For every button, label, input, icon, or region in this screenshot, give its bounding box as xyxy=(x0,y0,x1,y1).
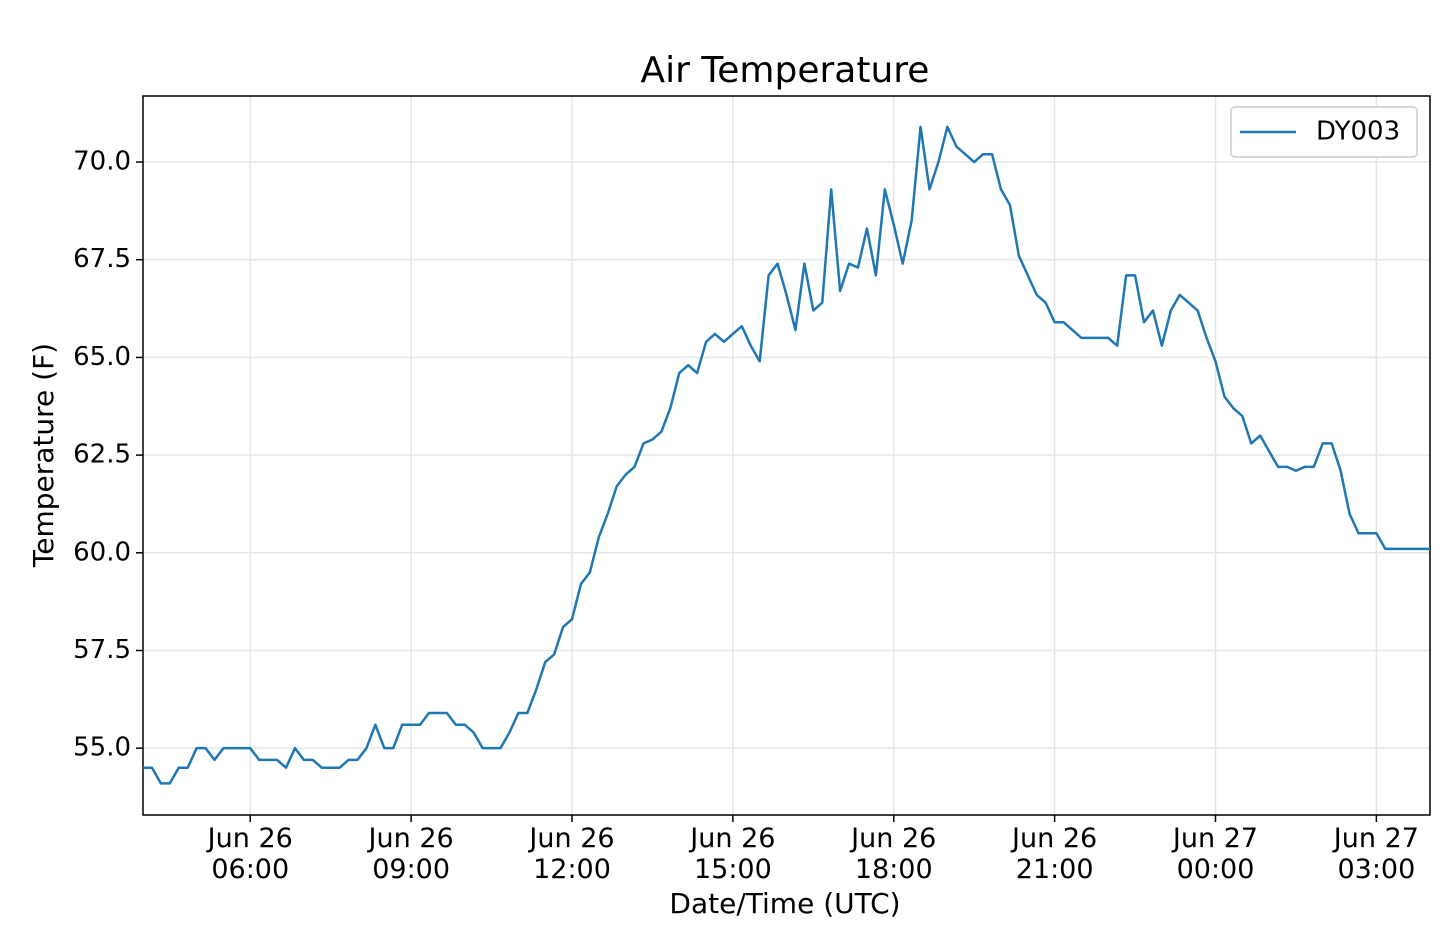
x-tick-label: Jun 26 18:00 xyxy=(851,823,937,885)
x-tick-label: Jun 26 12:00 xyxy=(529,823,615,885)
legend: DY003 xyxy=(1230,106,1418,158)
data-line xyxy=(143,125,1430,785)
x-tick-label: Jun 26 06:00 xyxy=(207,823,293,885)
y-tick-label: 70.0 xyxy=(73,147,131,177)
x-tick-label: Jun 26 09:00 xyxy=(368,823,454,885)
plot-frame xyxy=(142,95,1431,816)
y-tick-label: 67.5 xyxy=(73,244,131,274)
y-tick-label: 62.5 xyxy=(73,440,131,470)
legend-label: DY003 xyxy=(1316,117,1400,147)
y-tick-label: 57.5 xyxy=(73,635,131,665)
legend-box xyxy=(1230,106,1418,158)
y-tick-label: 60.0 xyxy=(73,537,131,567)
x-axis-label: Date/Time (UTC) xyxy=(669,887,900,920)
x-tick-label: Jun 26 15:00 xyxy=(690,823,776,885)
x-tick-label: Jun 27 03:00 xyxy=(1333,823,1419,885)
y-axis-label: Temperature (F) xyxy=(27,343,60,568)
x-tick-label: Jun 27 00:00 xyxy=(1172,823,1259,885)
y-tick-label: 55.0 xyxy=(73,733,131,763)
y-tick-label: 65.0 xyxy=(73,342,131,372)
x-tick-label: Jun 26 21:00 xyxy=(1012,823,1098,885)
chart-title: Air Temperature xyxy=(641,50,930,91)
